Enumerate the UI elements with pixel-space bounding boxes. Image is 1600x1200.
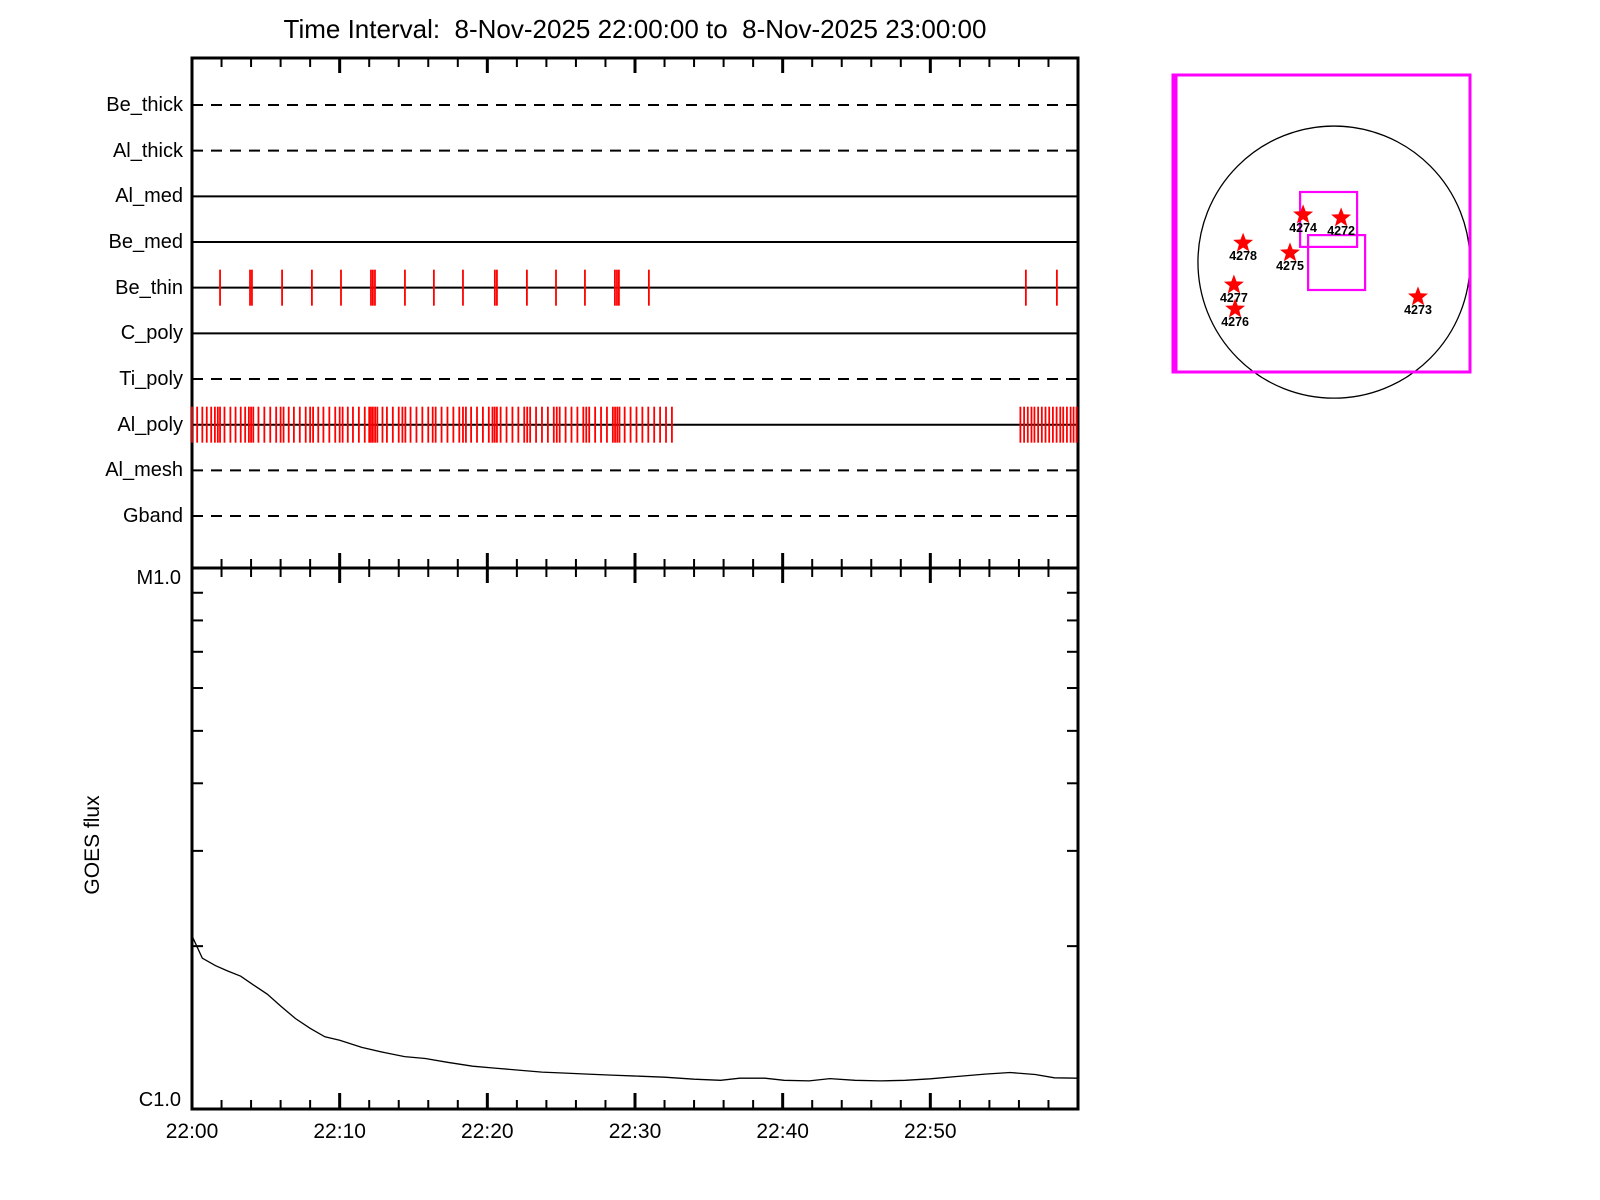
active-region-label-4274: 4274 — [1289, 221, 1317, 235]
active-region-star-4275 — [1280, 242, 1300, 262]
inset-outer-frame — [1171, 73, 1472, 374]
x-tick-label-4: 22:40 — [756, 1120, 809, 1143]
active-region-label-4275: 4275 — [1276, 259, 1304, 273]
filter-row-label-al_thick: Al_thick — [112, 139, 183, 162]
filter-row-label-be_thick: Be_thick — [106, 94, 183, 116]
goes-ymax-label: M1.0 — [136, 567, 181, 589]
active-region-star-4278 — [1233, 232, 1254, 252]
plot-title: Time Interval: 8-Nov-2025 22:00:00 to 8-… — [283, 14, 987, 44]
active-region-star-4274 — [1293, 204, 1314, 224]
active-region-star-4277 — [1223, 274, 1244, 294]
active-region-star-4276 — [1225, 298, 1246, 318]
active-region-label-4277: 4277 — [1220, 291, 1248, 305]
active-region-label-4272: 4272 — [1327, 224, 1355, 238]
active-region-label-4276: 4276 — [1221, 315, 1249, 329]
x-tick-label-3: 22:30 — [608, 1120, 662, 1143]
filter-row-label-be_med: Be_med — [108, 231, 184, 253]
goes-flux-panel — [190, 553, 1080, 1111]
active-region-star-4273 — [1408, 286, 1428, 306]
solar-disk-inset: 4274 4272 4278 4275 4277 4276 4273 — [1171, 73, 1472, 399]
x-tick-label-5: 22:50 — [904, 1120, 957, 1143]
goes-flux-curve — [191, 935, 1079, 1082]
filter-row-label-al_mesh: Al_mesh — [105, 459, 183, 482]
active-region-label-4278: 4278 — [1229, 249, 1257, 263]
x-tick-label-0: 22:00 — [165, 1120, 219, 1143]
x-tick-label-2: 22:20 — [461, 1120, 514, 1143]
goes-ymin-label: C1.0 — [138, 1089, 181, 1111]
fov-box-2 — [1306, 234, 1367, 292]
filter-row-label-gband: Gband — [122, 505, 183, 528]
active-region-label-4273: 4273 — [1404, 303, 1432, 317]
active-region-star-4272 — [1331, 207, 1352, 227]
filter-timeline-panel — [190, 56, 1080, 570]
filter-row-label-be_thin: Be_thin — [115, 276, 183, 299]
filter-row-label-al_med: Al_med — [115, 185, 183, 208]
filter-row-label-al_poly: Al_poly — [117, 413, 183, 436]
x-tick-label-1: 22:10 — [313, 1120, 366, 1143]
filter-row-label-ti_poly: Ti_poly — [119, 368, 183, 391]
filter-row-label-c_poly: C_poly — [120, 322, 183, 345]
goes-axis-title: GOES flux — [81, 795, 104, 895]
